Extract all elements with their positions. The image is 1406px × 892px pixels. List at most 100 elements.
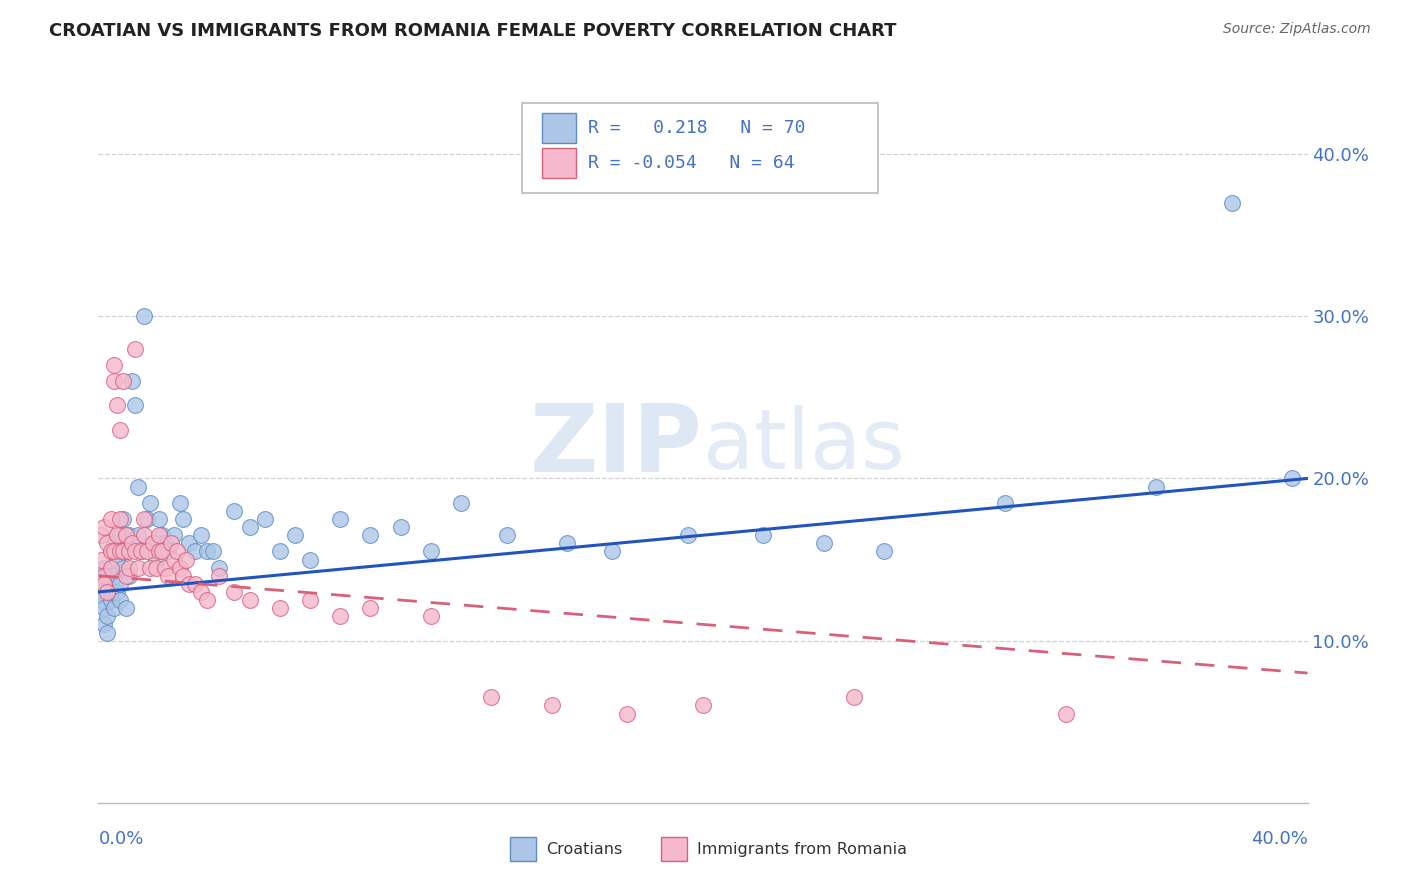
Point <box>103 601 125 615</box>
Point <box>163 528 186 542</box>
Point <box>103 536 125 550</box>
FancyBboxPatch shape <box>543 148 576 178</box>
Point <box>676 528 699 542</box>
Point <box>108 544 131 558</box>
Point <box>108 512 131 526</box>
Point <box>184 544 207 558</box>
Point <box>105 585 128 599</box>
Point <box>105 528 128 542</box>
Point <box>114 568 136 582</box>
Point <box>145 552 167 566</box>
Point <box>93 560 115 574</box>
Point <box>692 698 714 713</box>
Text: 40.0%: 40.0% <box>1251 830 1308 848</box>
Point <box>135 544 157 558</box>
Point <box>190 585 212 599</box>
Point <box>208 560 231 574</box>
Point <box>93 601 115 615</box>
Point <box>90 528 112 542</box>
Point <box>124 342 146 356</box>
Text: CROATIAN VS IMMIGRANTS FROM ROMANIA FEMALE POVERTY CORRELATION CHART: CROATIAN VS IMMIGRANTS FROM ROMANIA FEMA… <box>49 22 897 40</box>
Point <box>360 528 382 542</box>
Point <box>127 560 149 574</box>
Point <box>124 399 146 413</box>
Point <box>139 560 162 574</box>
Point <box>299 593 322 607</box>
Point <box>132 310 155 324</box>
Point <box>873 544 896 558</box>
Point <box>169 496 191 510</box>
Point <box>111 374 134 388</box>
Point <box>239 593 262 607</box>
FancyBboxPatch shape <box>543 113 576 144</box>
Point <box>555 536 578 550</box>
Point <box>156 544 179 558</box>
Point <box>481 690 503 705</box>
Point <box>329 609 352 624</box>
Point <box>93 617 115 632</box>
FancyBboxPatch shape <box>661 837 688 862</box>
Point <box>114 528 136 542</box>
Point <box>96 609 118 624</box>
Point <box>190 528 212 542</box>
Text: Croatians: Croatians <box>546 842 621 856</box>
Text: ZIP: ZIP <box>530 400 703 492</box>
Point <box>103 568 125 582</box>
Point <box>96 585 118 599</box>
Point <box>118 528 141 542</box>
Point <box>253 512 276 526</box>
Point <box>142 536 165 550</box>
Point <box>111 512 134 526</box>
Point <box>139 496 162 510</box>
Point <box>239 520 262 534</box>
Point <box>100 585 122 599</box>
Point <box>163 552 186 566</box>
Point <box>127 479 149 493</box>
Point <box>114 601 136 615</box>
Point <box>90 593 112 607</box>
Text: atlas: atlas <box>703 406 904 486</box>
Point <box>93 520 115 534</box>
Point <box>111 544 134 558</box>
Point <box>105 552 128 566</box>
Point <box>269 544 291 558</box>
Point <box>160 536 183 550</box>
Point <box>145 560 167 574</box>
Point <box>389 520 412 534</box>
Point <box>179 536 201 550</box>
Point <box>208 568 231 582</box>
Point <box>108 528 131 542</box>
Point <box>1144 479 1167 493</box>
Point <box>172 512 194 526</box>
Point <box>118 568 141 582</box>
Point <box>127 528 149 542</box>
Point <box>90 552 112 566</box>
Point <box>195 593 218 607</box>
Point <box>108 593 131 607</box>
Point <box>142 536 165 550</box>
Point <box>118 544 141 558</box>
Point <box>103 544 125 558</box>
Point <box>844 690 866 705</box>
Point <box>103 374 125 388</box>
Point <box>129 544 152 558</box>
Point <box>148 544 170 558</box>
Point <box>360 601 382 615</box>
Text: R =   0.218   N = 70: R = 0.218 N = 70 <box>588 120 806 137</box>
Point <box>224 504 246 518</box>
Point <box>184 577 207 591</box>
Point <box>148 528 170 542</box>
Point <box>90 585 112 599</box>
Point <box>299 552 322 566</box>
Point <box>150 544 173 558</box>
Point <box>93 568 115 582</box>
Point <box>495 528 517 542</box>
Point <box>1220 195 1243 210</box>
Point <box>174 552 197 566</box>
Point <box>100 593 122 607</box>
Point <box>616 706 638 721</box>
Point <box>153 560 176 574</box>
Point <box>103 358 125 372</box>
Point <box>602 544 624 558</box>
Point <box>150 528 173 542</box>
